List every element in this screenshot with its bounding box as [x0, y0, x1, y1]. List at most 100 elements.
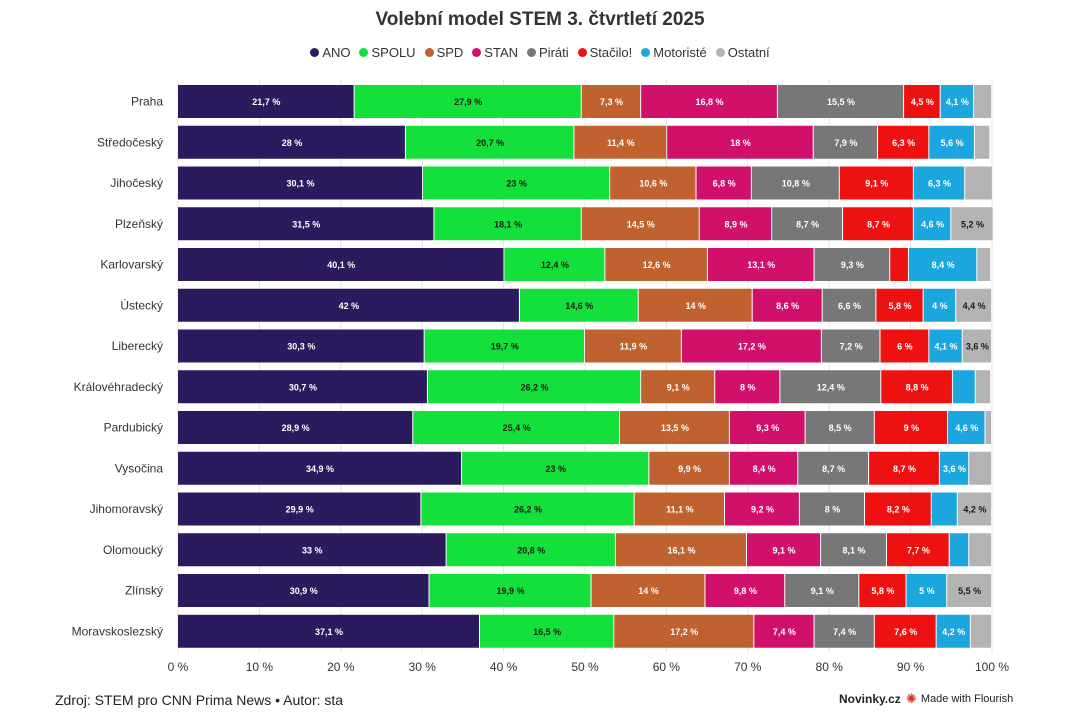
bar-segment — [929, 329, 962, 363]
data-label: 16,1 % — [667, 545, 695, 555]
bar-segment — [931, 492, 957, 526]
data-label: 9,1 % — [667, 382, 690, 392]
category-label: Jihočeský — [110, 176, 163, 190]
bar-segment — [957, 492, 991, 526]
bar-segment — [574, 125, 667, 159]
data-label: 12,4 % — [541, 260, 569, 270]
bar-segment — [752, 288, 822, 322]
bar-segment — [178, 614, 479, 648]
data-label: 9,8 % — [734, 586, 757, 596]
data-label: 26,2 % — [514, 505, 542, 515]
legend-item-6[interactable]: Motoristé — [641, 45, 707, 60]
bar-segment — [178, 166, 423, 200]
flourish-credit-link[interactable]: ✺ Made with Flourish — [906, 692, 1013, 705]
legend-item-5[interactable]: Stačilo! — [577, 45, 632, 60]
bar-segment — [822, 288, 876, 322]
data-label: 8,5 % — [829, 423, 852, 433]
bar-segment — [974, 85, 991, 118]
x-tick-label: 0 % — [168, 660, 189, 674]
chart-title: Volební model STEM 3. čtvrtletí 2025 — [375, 9, 705, 30]
x-tick-label: 60 % — [653, 660, 681, 674]
legend-swatch — [577, 48, 587, 57]
bar-segment — [641, 370, 715, 404]
bar-segment — [434, 207, 581, 241]
legend-swatch — [359, 48, 369, 57]
legend-label: STAN — [484, 45, 519, 60]
data-label: 13,1 % — [747, 260, 775, 270]
data-label: 5,8 % — [871, 586, 894, 596]
bar-segment — [581, 207, 699, 241]
legend-item-1[interactable]: SPOLU — [359, 45, 416, 60]
data-label: 10,6 % — [639, 179, 667, 189]
data-label: 5,5 % — [958, 586, 981, 596]
data-label: 16,5 % — [533, 627, 561, 637]
bar-segment — [178, 533, 446, 567]
bar-segment — [178, 288, 519, 322]
data-label: 23 % — [506, 179, 527, 189]
bar-segment — [634, 492, 725, 526]
bar-segment — [777, 85, 904, 118]
data-label: 9,1 % — [811, 586, 834, 596]
data-label: 8,2 % — [887, 505, 910, 515]
legend-item-2[interactable]: SPD — [424, 45, 463, 60]
x-tick-label: 30 % — [409, 660, 437, 674]
data-label: 21,7 % — [252, 97, 280, 107]
bar-segment — [638, 288, 752, 322]
legend-item-7[interactable]: Ostatní — [715, 45, 770, 60]
bar-segment — [615, 533, 746, 567]
data-label: 4,1 % — [935, 342, 958, 352]
data-label: 5,8 % — [889, 301, 912, 311]
bar-segment — [427, 370, 641, 404]
data-label: 16,8 % — [696, 97, 724, 107]
bar-segment — [696, 166, 751, 200]
category-label: Jihomoravský — [90, 502, 163, 516]
data-label: 14 % — [638, 586, 659, 596]
data-label: 19,9 % — [497, 586, 525, 596]
legend-item-3[interactable]: STAN — [472, 45, 518, 60]
bar-segment — [821, 329, 880, 363]
data-label: 6 % — [897, 342, 913, 352]
data-label: 13,5 % — [661, 423, 689, 433]
bar-segment — [504, 248, 605, 281]
data-label: 9,3 % — [841, 260, 864, 270]
data-label: 7,7 % — [907, 545, 930, 555]
bar-segment — [178, 248, 504, 281]
legend-item-4[interactable]: Piráti — [527, 45, 569, 60]
bar-segment — [729, 411, 805, 444]
legend-label: ANO — [322, 45, 351, 60]
category-label: Pardubický — [104, 421, 163, 435]
data-label: 9,1 % — [773, 545, 796, 555]
bar-segment — [649, 451, 729, 485]
data-label: 17,2 % — [670, 627, 698, 637]
data-label: 37,1 % — [315, 627, 343, 637]
legend-item-0[interactable]: ANO — [310, 45, 350, 60]
data-label: 8,8 % — [906, 382, 929, 392]
category-label: Olomoucký — [103, 543, 163, 557]
x-tick-label: 90 % — [897, 660, 925, 674]
bar-segment — [424, 329, 584, 363]
category-label: Moravskoslezský — [72, 624, 163, 638]
bar-segment — [865, 492, 931, 526]
legend-label: Ostatní — [727, 45, 770, 60]
data-label: 33 % — [302, 545, 323, 555]
data-label: 9,9 % — [678, 464, 701, 474]
legend-swatch — [527, 48, 537, 57]
x-tick-label: 10 % — [246, 660, 274, 674]
data-label: 20,8 % — [517, 545, 545, 555]
data-label: 7,4 % — [773, 627, 796, 637]
publisher-logo[interactable]: Novinky.cz — [839, 692, 901, 706]
data-label: 3,6 % — [966, 342, 989, 352]
data-label: 30,7 % — [289, 382, 317, 392]
bar-segment — [178, 574, 429, 607]
bar-segment — [951, 207, 993, 241]
bar-segment — [913, 166, 965, 200]
data-label: 14,5 % — [627, 219, 655, 229]
data-label: 11,4 % — [607, 138, 635, 148]
data-label: 34,9 % — [306, 464, 334, 474]
bar-segment — [913, 207, 951, 241]
data-label: 28 % — [282, 138, 303, 148]
bar-segment — [799, 492, 865, 526]
data-label: 30,9 % — [290, 586, 318, 596]
bar-segment — [869, 451, 939, 485]
bar-segment — [581, 85, 641, 118]
